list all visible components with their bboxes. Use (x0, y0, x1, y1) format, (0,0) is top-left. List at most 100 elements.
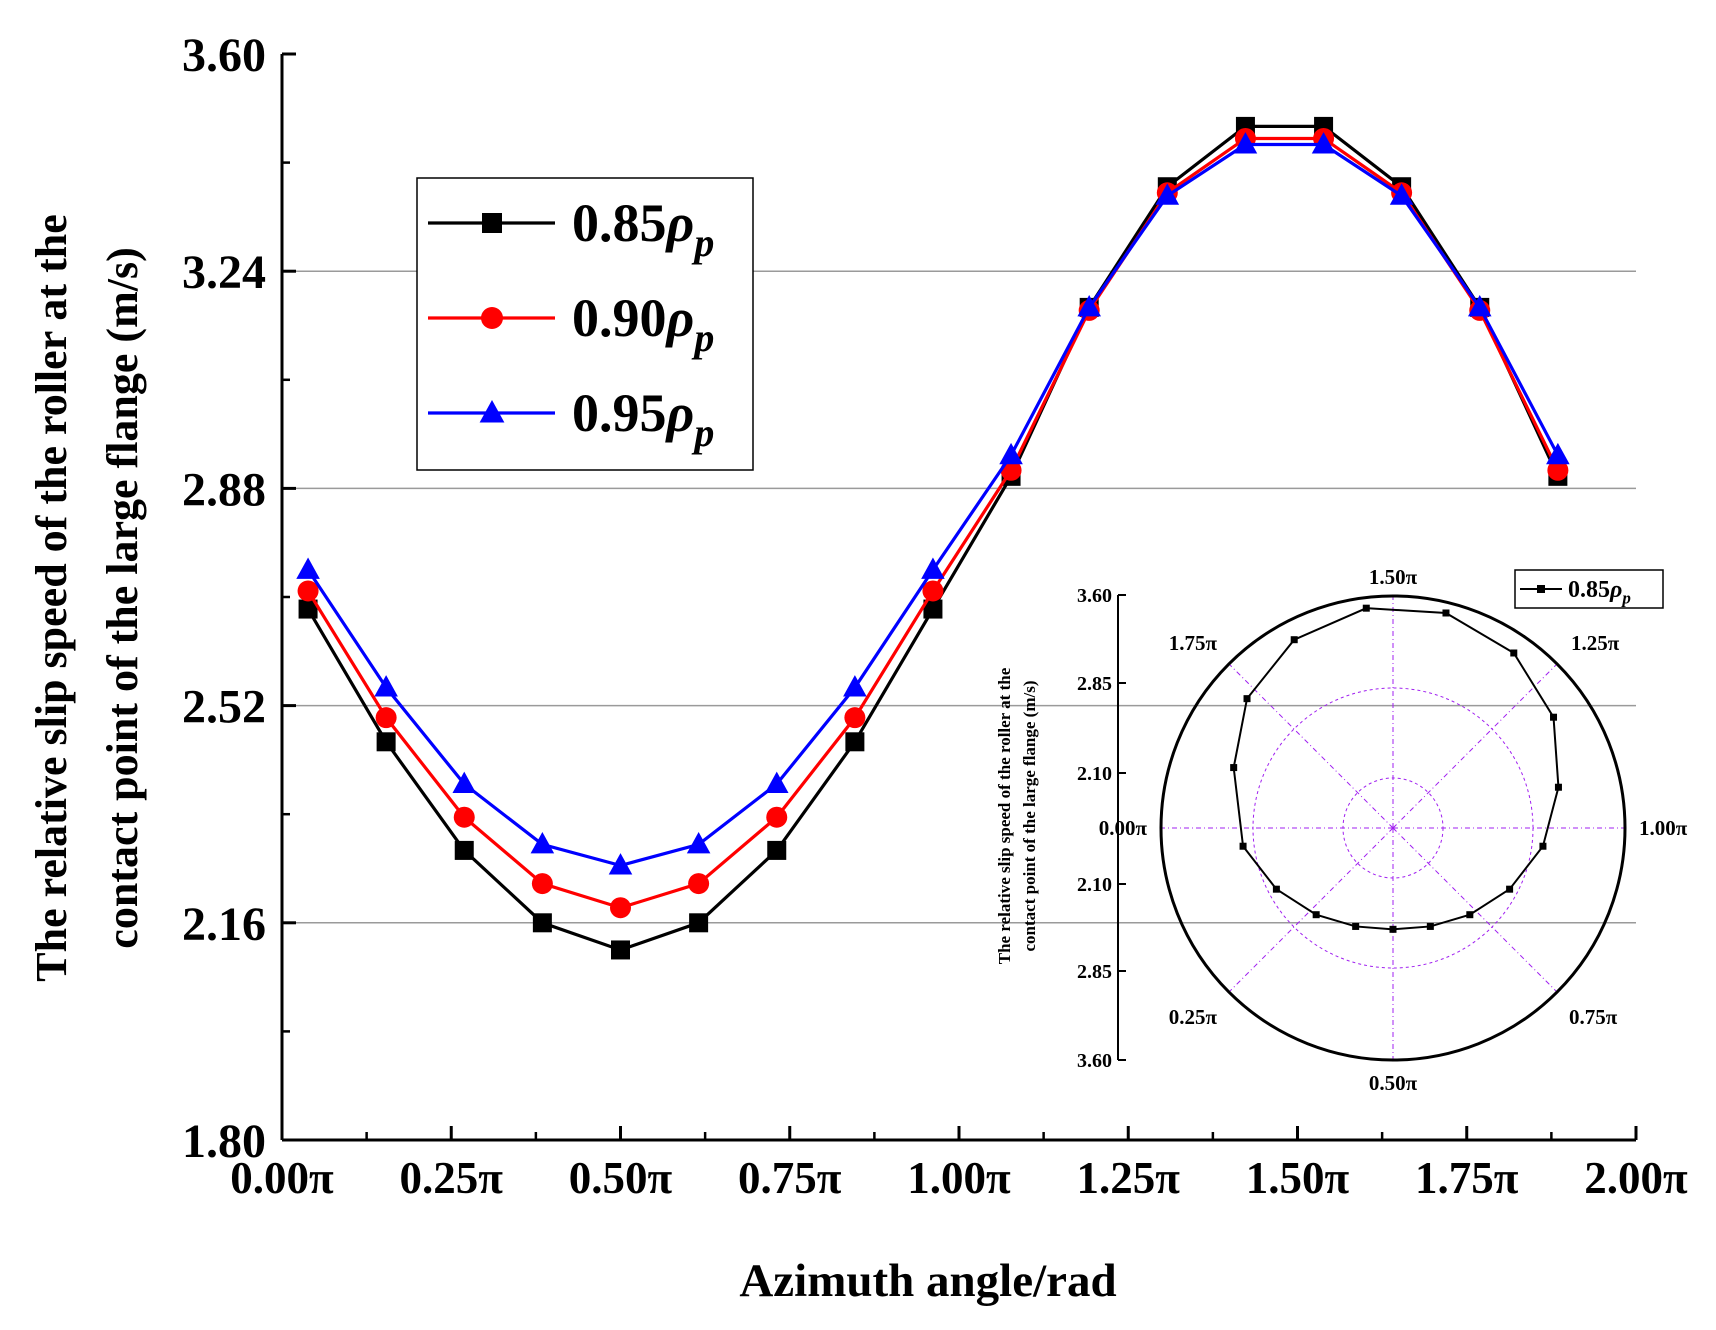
y-tick-label: 2.52 (182, 681, 266, 734)
polar-gridlines (1159, 594, 1627, 1062)
data-point (297, 580, 319, 602)
polar-data-point (1272, 885, 1280, 893)
polar-data-point (1243, 695, 1251, 703)
y-tick-label: 2.88 (182, 463, 266, 516)
polar-radial-tick-label: 2.10 (1077, 763, 1112, 785)
data-point (454, 840, 474, 860)
polar-data-point (1550, 713, 1558, 721)
data-point (1467, 295, 1492, 317)
polar-radial-tick-label: 2.85 (1077, 673, 1112, 695)
polar-angle-label: 0.00π (1099, 816, 1148, 840)
data-point (923, 599, 943, 619)
legend-marker (479, 399, 505, 423)
polar-ring (1252, 687, 1534, 969)
polar-outer-circle (1159, 594, 1627, 1062)
x-axis-label: Azimuth angle/rad (739, 1255, 1116, 1307)
data-point (766, 806, 788, 828)
polar-data-point (1362, 604, 1370, 612)
legend-marker (481, 307, 503, 329)
polar-spoke (1228, 663, 1394, 829)
polar-radial-tick-label: 2.10 (1077, 874, 1112, 896)
polar-radial-tick-label: 2.85 (1077, 961, 1112, 983)
data-point (845, 732, 865, 752)
polar-radial-ticks: 3.60 2.85 2.10 2.10 2.85 3.60 (1077, 585, 1126, 1072)
y-axis-label: The relative slip speed of the roller at… (27, 214, 147, 981)
series-0.95 (296, 132, 1570, 875)
data-point (610, 897, 631, 919)
polar-data-point (1230, 764, 1238, 772)
data-point (921, 557, 945, 579)
main-plot: 1.80 2.16 2.52 2.88 3.24 3.60 0.00π 0.25π 0.50π… (27, 29, 1688, 1307)
polar-angle-label: 0.50π (1369, 1071, 1418, 1095)
y-axis-label-line-2: contact point of the large flange (m/s) (98, 247, 147, 948)
polar-data-point (1539, 842, 1547, 850)
polar-series-line (1232, 607, 1560, 931)
data-point (1311, 132, 1336, 154)
data-point (767, 840, 787, 860)
legend-label: 0.95ρp (572, 383, 714, 455)
data-point (452, 771, 477, 794)
data-point (532, 913, 552, 933)
y-tick-label: 3.60 (182, 29, 266, 82)
data-point (999, 442, 1023, 465)
polar-data-point (1510, 649, 1518, 657)
legend-label: 0.90ρp (572, 288, 714, 360)
data-point (843, 675, 867, 697)
data-point (686, 831, 711, 854)
y-axis-label-line-1: The relative slip speed of the roller at… (27, 214, 76, 981)
polar-angle-labels: 1.50π 1.25π 1.00π 0.75π 0.50π 0.25π 0.00π 1.75π (1099, 565, 1688, 1095)
data-point (531, 873, 553, 895)
polar-data-point (1389, 925, 1397, 933)
data-point (608, 853, 633, 875)
data-point (376, 732, 396, 752)
polar-spoke (1392, 663, 1558, 829)
data-point (1547, 459, 1569, 481)
polar-spoke (1228, 827, 1394, 993)
polar-angle-label: 1.50π (1369, 565, 1418, 589)
y-tick-label: 2.16 (182, 898, 266, 951)
x-tick-label: 2.00π (1584, 1153, 1688, 1203)
polar-data-point (1290, 636, 1298, 644)
x-tick-label: 1.50π (1246, 1153, 1350, 1203)
data-point (844, 707, 866, 729)
polar-radial-tick-label: 3.60 (1077, 1050, 1112, 1072)
main-series (296, 116, 1570, 960)
polar-data-point (1506, 885, 1514, 893)
x-tick-label: 1.25π (1077, 1153, 1181, 1203)
polar-data-point (1352, 922, 1360, 930)
x-tick-label: 0.75π (738, 1153, 842, 1203)
legend-label: 0.85ρp (572, 193, 714, 265)
x-tick-label: 1.00π (907, 1153, 1011, 1203)
data-point (1077, 295, 1101, 317)
polar-data-point (1466, 911, 1474, 919)
data-point (296, 557, 320, 579)
polar-radial-tick-label: 3.60 (1077, 585, 1112, 607)
legend-box (416, 177, 754, 471)
legend-marker (482, 213, 502, 233)
data-point (1233, 132, 1258, 154)
polar-data-point (1554, 783, 1562, 791)
x-ticks: 0.00π 0.25π 0.50π 0.75π 1.00π 1.25π 1.50π 1.75π… (230, 1126, 1688, 1203)
polar-series (1230, 604, 1562, 933)
data-point (298, 599, 318, 619)
polar-ring (1342, 777, 1444, 879)
x-tick-label: 0.25π (400, 1153, 504, 1203)
legend: 0.85ρp 0.90ρp 0.95ρp (416, 177, 754, 471)
polar-angle-label: 1.00π (1639, 816, 1688, 840)
polar-data-point (1426, 922, 1434, 930)
data-point (374, 675, 398, 697)
inset-polar-plot: 3.60 2.85 2.10 2.10 2.85 3.60 1.50π 1.25π 1.00π… (995, 565, 1688, 1095)
polar-angle-label: 0.25π (1169, 1005, 1218, 1029)
polar-data-point (1442, 609, 1450, 617)
data-point (1389, 183, 1414, 205)
x-tick-label: 0.50π (569, 1153, 673, 1203)
polar-angle-label: 1.25π (1571, 631, 1620, 655)
polar-data-point (1312, 911, 1320, 919)
inset-legend: 0.85ρp (1514, 569, 1664, 609)
polar-angle-label: 0.75π (1569, 1005, 1618, 1029)
polar-angle-label: 1.75π (1169, 631, 1218, 655)
polar-spoke (1392, 827, 1558, 993)
x-tick-label: 0.00π (230, 1153, 334, 1203)
